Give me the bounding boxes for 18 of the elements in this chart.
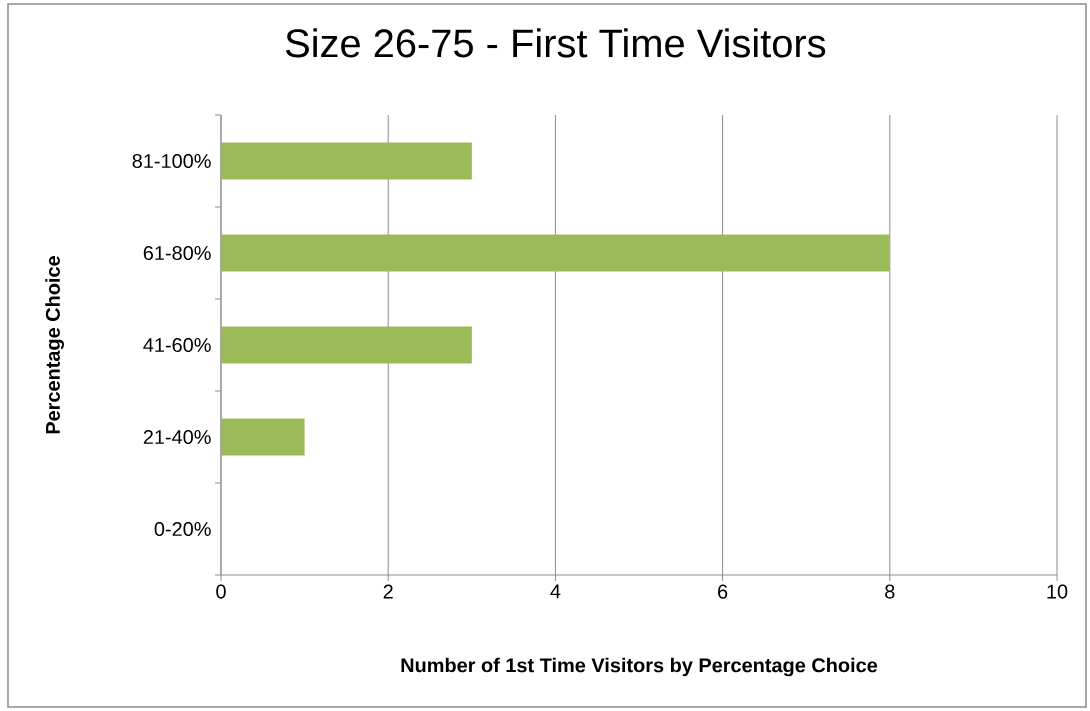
bar xyxy=(221,142,472,180)
x-tick-label: 0 xyxy=(216,584,226,599)
bar xyxy=(221,234,890,272)
bar xyxy=(221,418,305,456)
y-tick-label: 61-80% xyxy=(143,245,211,261)
y-tick-label: 0-20% xyxy=(154,521,211,537)
chart-title: Size 26-75 - First Time Visitors xyxy=(285,28,826,58)
y-axis-title: Percentage Choice xyxy=(45,256,64,434)
x-axis-title: Number of 1st Time Visitors by Percentage Choice xyxy=(401,657,878,677)
x-tick-label: 6 xyxy=(718,584,728,599)
x-tick-label: 4 xyxy=(550,584,561,599)
x-tick-label: 10 xyxy=(1047,584,1068,599)
y-tick-label: 21-40% xyxy=(143,429,211,445)
x-tick-label: 2 xyxy=(383,584,393,599)
bar xyxy=(221,326,472,364)
y-tick-label: 41-60% xyxy=(143,337,211,353)
x-tick-label: 8 xyxy=(885,584,895,599)
y-tick-label: 81-100% xyxy=(132,153,211,169)
